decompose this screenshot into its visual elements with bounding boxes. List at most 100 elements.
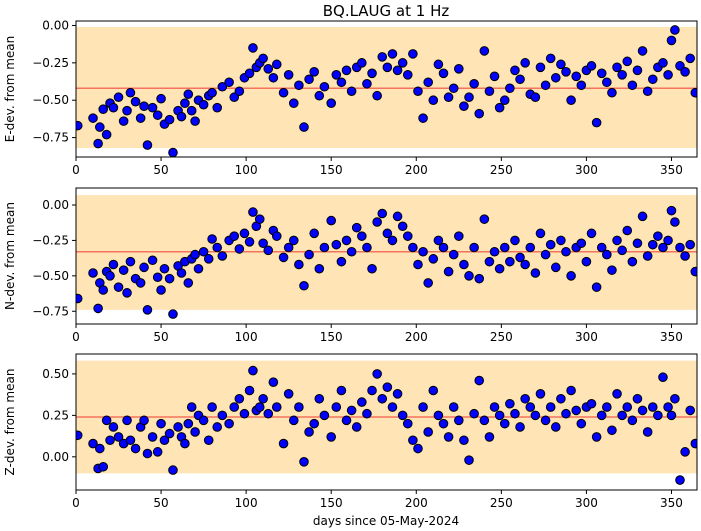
data-point bbox=[571, 405, 582, 416]
data-point bbox=[433, 235, 444, 246]
data-point bbox=[484, 432, 495, 442]
data-point bbox=[372, 90, 382, 101]
data-point bbox=[122, 415, 132, 426]
data-point bbox=[382, 228, 393, 239]
data-point bbox=[186, 402, 197, 412]
y-tick-label: 0.50 bbox=[42, 367, 69, 381]
data-point bbox=[520, 58, 530, 68]
data-point bbox=[515, 252, 525, 263]
axes-frame bbox=[75, 353, 698, 491]
east-panel: 0 50 100 150 200 250 300 350 −0.75 −0.50 −0.25 0.00… bbox=[3, 18, 698, 177]
data-point bbox=[229, 92, 240, 103]
data-point bbox=[505, 83, 515, 94]
x-tick-label: 250 bbox=[490, 163, 513, 177]
data-point bbox=[95, 122, 105, 132]
data-point bbox=[258, 238, 268, 249]
data-point bbox=[346, 405, 357, 416]
data-point bbox=[88, 268, 98, 278]
data-point bbox=[239, 408, 250, 419]
data-point bbox=[454, 231, 464, 241]
y-tick-label: −0.75 bbox=[32, 131, 69, 145]
data-point bbox=[217, 410, 228, 421]
data-point bbox=[367, 385, 377, 396]
data-point bbox=[550, 422, 561, 432]
data-point bbox=[336, 77, 347, 88]
data-point bbox=[263, 64, 274, 74]
data-point bbox=[168, 465, 178, 475]
data-point bbox=[397, 410, 408, 421]
data-point bbox=[387, 49, 398, 59]
data-point bbox=[596, 68, 607, 79]
data-point bbox=[499, 418, 510, 429]
data-point bbox=[545, 239, 556, 250]
data-point bbox=[428, 385, 439, 396]
y-tick-label: −0.50 bbox=[32, 93, 69, 107]
data-point bbox=[525, 402, 536, 412]
data-point bbox=[101, 415, 112, 426]
data-point bbox=[566, 385, 576, 396]
data-point bbox=[576, 80, 587, 91]
data-point bbox=[351, 422, 362, 432]
data-point bbox=[319, 81, 330, 92]
data-point bbox=[387, 402, 398, 412]
data-point bbox=[263, 245, 274, 256]
data-point bbox=[156, 285, 166, 295]
x-tick-label: 300 bbox=[575, 330, 598, 344]
data-point bbox=[499, 242, 510, 253]
data-point bbox=[499, 95, 510, 106]
data-point bbox=[357, 231, 367, 241]
data-point bbox=[203, 435, 214, 446]
data-point bbox=[105, 271, 115, 281]
data-point bbox=[254, 214, 265, 224]
data-point bbox=[489, 402, 500, 412]
data-point bbox=[423, 278, 433, 288]
data-point bbox=[278, 87, 289, 98]
data-point bbox=[535, 228, 546, 239]
x-tick-label: 350 bbox=[660, 496, 683, 510]
data-point bbox=[685, 405, 695, 416]
data-point bbox=[663, 402, 673, 412]
data-point bbox=[122, 288, 132, 298]
data-point bbox=[234, 244, 245, 254]
data-point bbox=[142, 448, 153, 459]
data-point bbox=[382, 62, 393, 73]
data-point bbox=[173, 422, 183, 432]
data-point bbox=[454, 415, 464, 426]
data-point bbox=[142, 305, 153, 315]
data-point bbox=[617, 410, 627, 421]
data-point bbox=[612, 235, 622, 246]
x-tick-label: 150 bbox=[320, 330, 343, 344]
data-point bbox=[304, 427, 314, 437]
data-point bbox=[663, 70, 673, 80]
data-point bbox=[530, 268, 541, 278]
data-point bbox=[331, 70, 342, 80]
data-point bbox=[550, 262, 561, 273]
data-point bbox=[576, 238, 587, 249]
data-point bbox=[294, 80, 304, 91]
data-point bbox=[647, 74, 658, 85]
data-point bbox=[271, 402, 282, 412]
data-point bbox=[448, 249, 459, 260]
data-point bbox=[152, 447, 163, 457]
data-point bbox=[142, 140, 153, 150]
data-point bbox=[98, 461, 109, 472]
plot-area bbox=[76, 360, 697, 485]
data-point bbox=[118, 265, 129, 275]
data-point bbox=[224, 77, 234, 88]
data-point bbox=[164, 428, 175, 439]
data-point bbox=[244, 68, 255, 79]
data-point bbox=[494, 263, 505, 274]
data-point bbox=[98, 285, 109, 295]
data-point bbox=[489, 246, 500, 257]
data-point bbox=[76, 120, 83, 131]
data-point bbox=[362, 408, 372, 419]
data-point bbox=[464, 455, 474, 465]
data-point bbox=[561, 246, 571, 257]
y-tick-label: 0.00 bbox=[42, 198, 69, 212]
data-point bbox=[377, 393, 388, 404]
data-point bbox=[566, 95, 576, 106]
data-point bbox=[666, 205, 677, 216]
data-point bbox=[469, 408, 479, 419]
data-point bbox=[367, 263, 377, 274]
